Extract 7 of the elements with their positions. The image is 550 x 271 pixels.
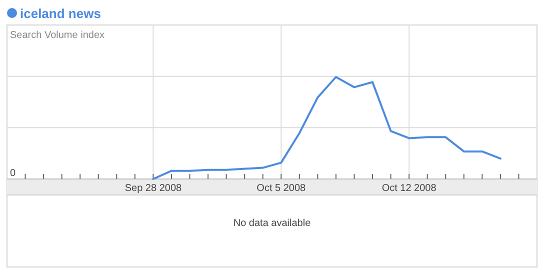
x-tick-label: Oct 5 2008 (256, 183, 306, 194)
text: No data available (233, 218, 312, 229)
x-tick-label: Sep 28 2008 (124, 183, 182, 194)
legend-label: iceland news (20, 6, 101, 21)
y-axis-title: Search Volume index (10, 30, 105, 41)
annotation: 0 (10, 168, 16, 179)
x-tick-label: Oct 12 2008 (382, 183, 437, 194)
